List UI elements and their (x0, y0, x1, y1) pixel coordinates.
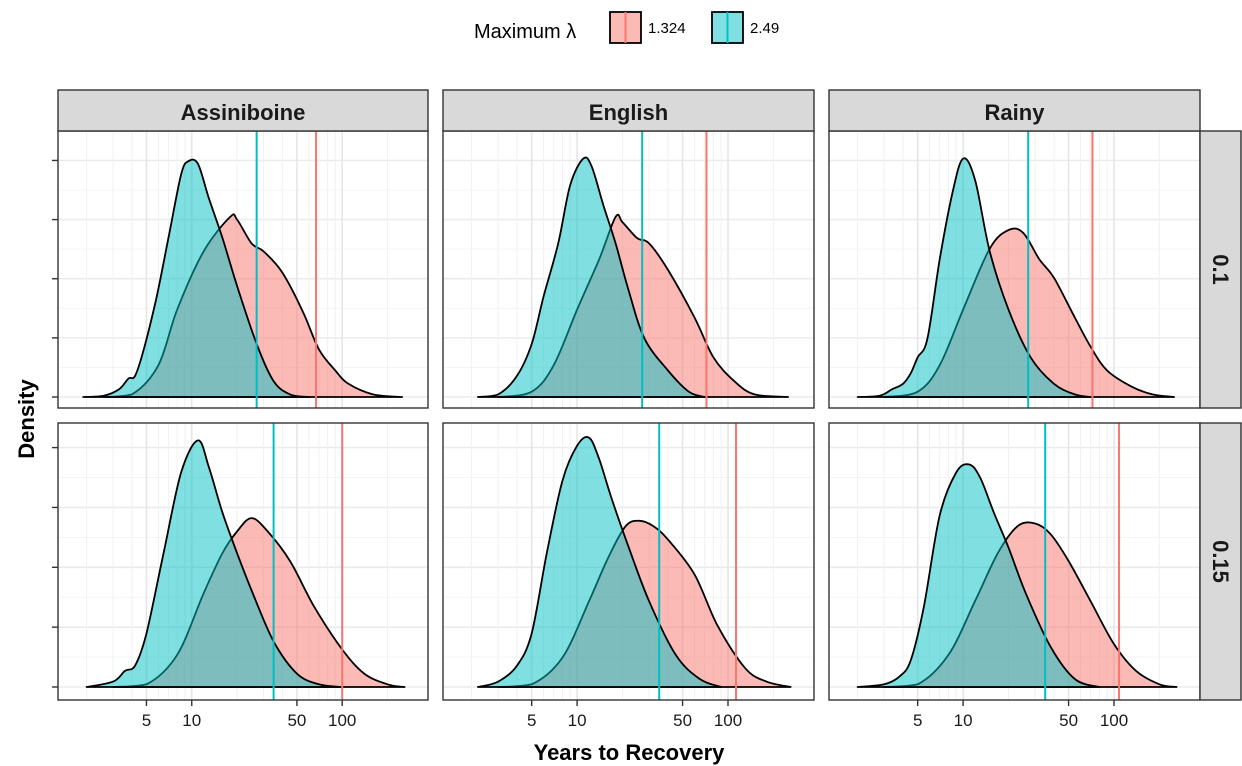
legend-entry-2_49: 2.49 (711, 11, 779, 44)
legend: Maximum λ 1.324 2.49 (474, 11, 779, 44)
column-strip (828, 89, 1201, 132)
column-strip-label: English (589, 100, 668, 125)
density-area-2_49 (477, 436, 722, 688)
x-tick-label: 50 (287, 711, 306, 730)
y-axis-title: Density (14, 379, 39, 459)
x-tick-label: 10 (954, 711, 973, 730)
density-area-2_49 (82, 158, 310, 398)
x-axis-title: Years to Recovery (534, 740, 726, 765)
panel-assiniboine-0_15 (57, 422, 429, 701)
row-strip (1199, 130, 1242, 409)
x-tick-label: 10 (568, 711, 587, 730)
density-area-2_49 (856, 157, 1092, 398)
row-strips: 0.1 0.15 (1199, 130, 1242, 701)
x-tick-label: 100 (328, 711, 356, 730)
density-area-2_49 (85, 439, 344, 688)
column-strip-label: Rainy (985, 100, 1046, 125)
column-strip (57, 89, 429, 132)
panel-english-0_1 (442, 130, 815, 409)
x-tick-label: 5 (913, 711, 922, 730)
y-axes (52, 159, 58, 688)
x-tick-label: 50 (1059, 711, 1078, 730)
panel-assiniboine-0_1 (57, 130, 429, 409)
x-tick-label: 5 (527, 711, 536, 730)
row-strip (1199, 422, 1242, 701)
panel-border (442, 422, 815, 701)
legend-title: Maximum λ (474, 21, 576, 43)
panel-rainy-0_15 (828, 422, 1201, 701)
legend-label: 1.324 (648, 20, 686, 37)
panel-border (57, 422, 429, 701)
x-tick-label: 100 (714, 711, 742, 730)
row-strip-label: 0.1 (1208, 254, 1233, 285)
column-strip (442, 89, 815, 132)
row-strip-label: 0.15 (1208, 540, 1233, 583)
density-area-2_49 (477, 156, 706, 398)
legend-entries: 1.324 2.49 (609, 11, 779, 44)
x-tick-label: 50 (673, 711, 692, 730)
x-tick-label: 100 (1100, 711, 1128, 730)
column-strips: Assiniboine English Rainy (57, 89, 1201, 132)
panels (57, 130, 1201, 701)
legend-label: 2.49 (750, 20, 779, 37)
x-tick-label: 10 (182, 711, 201, 730)
x-axes: 5 10 50 100 5 10 50 100 5 10 50 100 (142, 700, 1128, 730)
panel-english-0_15 (442, 422, 815, 701)
legend-entry-1_324: 1.324 (609, 11, 686, 44)
x-tick-label: 5 (142, 711, 151, 730)
column-strip-label: Assiniboine (181, 100, 306, 125)
panel-rainy-0_1 (828, 130, 1201, 409)
